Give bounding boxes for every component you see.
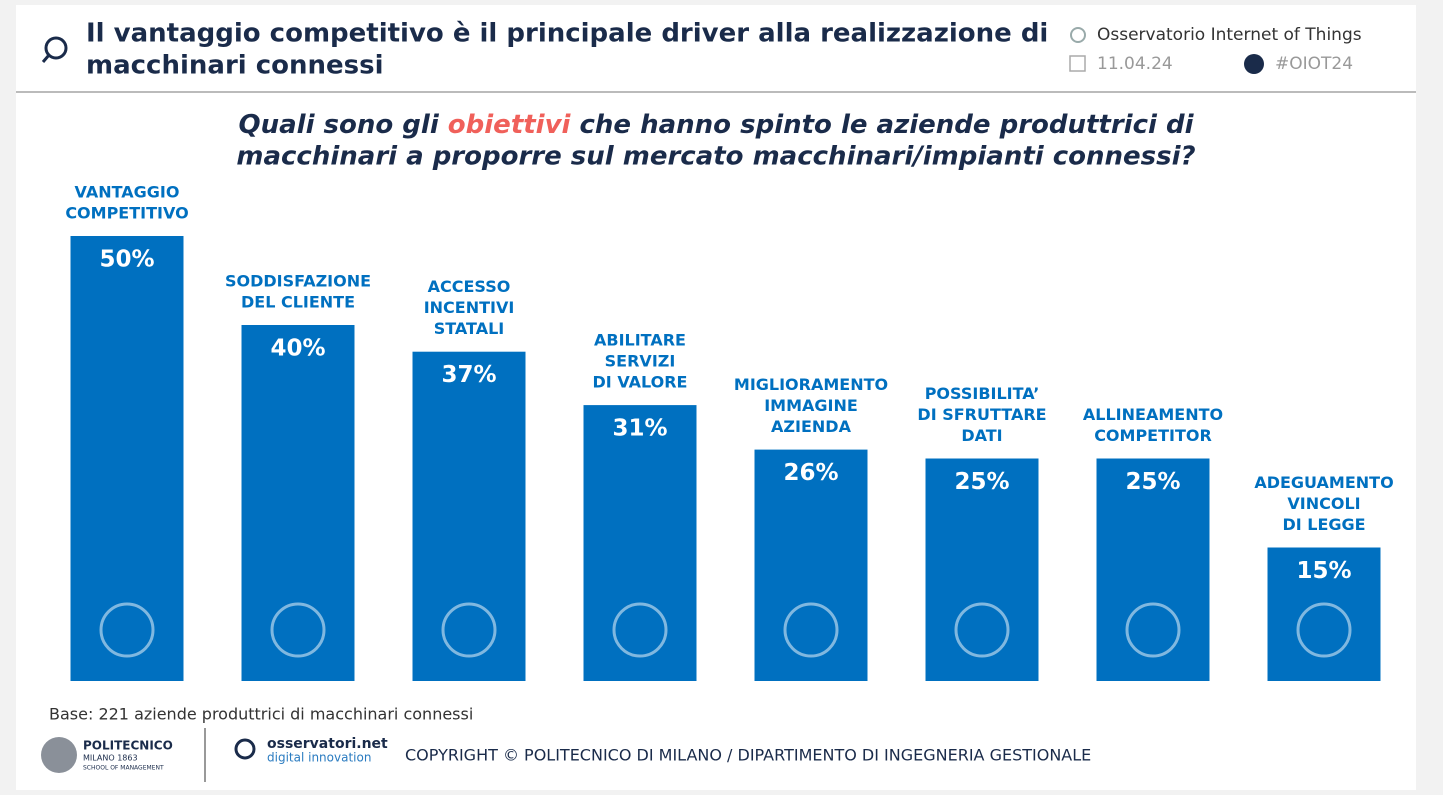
value-label: 31% [612, 416, 667, 442]
base-note: Base: 221 aziende produttrici di macchin… [49, 705, 473, 724]
bar [754, 449, 868, 681]
logo-text: osservatori.net [267, 736, 388, 752]
bar-icon [1125, 602, 1181, 658]
category-label: ADEGUAMENTO [1254, 473, 1393, 492]
date: 11.04.24 [1097, 54, 1173, 74]
bar [412, 351, 526, 681]
bar-icon [1296, 602, 1352, 658]
category-label: COMPETITIVO [65, 204, 188, 223]
category-label: SERVIZI [605, 352, 676, 371]
logo-icon [41, 54, 51, 63]
logo-text: MILANO 1863 [83, 754, 138, 763]
bar-icon [612, 602, 668, 658]
bar [1267, 547, 1381, 681]
bar [241, 325, 355, 681]
value-label: 50% [99, 247, 154, 273]
osservatori-logo [234, 738, 256, 760]
category-label: AZIENDA [771, 417, 852, 436]
question-part: Quali sono gli [239, 110, 448, 140]
copyright: COPYRIGHT © POLITECNICO DI MILANO / DIPA… [405, 746, 1091, 765]
category-label: INCENTIVI [424, 298, 515, 317]
bar [1096, 458, 1210, 681]
category-label: VINCOLI [1287, 494, 1360, 513]
category-label: ABILITARE [594, 331, 686, 350]
bar-icon [99, 602, 155, 658]
question-highlight: obiettivi [448, 110, 572, 140]
category-label: POSSIBILITA’ [925, 384, 1040, 403]
brand: Osservatorio Internet of Things [1097, 25, 1362, 45]
bar [925, 458, 1039, 681]
logo-text: POLITECNICO [83, 739, 173, 753]
value-label: 40% [270, 336, 325, 362]
title: macchinari connessi [86, 51, 384, 81]
category-label: ALLINEAMENTO [1083, 405, 1223, 424]
calendar-icon [1069, 55, 1086, 72]
title: Il vantaggio competitivo è il principale… [86, 19, 1048, 49]
category-label: ACCESSO [428, 277, 511, 296]
category-label: SODDISFAZIONE [225, 272, 371, 291]
logo-text: SCHOOL OF MANAGEMENT [83, 765, 164, 772]
value-label: 25% [1125, 469, 1180, 495]
hashtag: #OIOT24 [1275, 54, 1353, 74]
bars: 50% VANTAGGIO COMPETITIVO 40% SODDISFAZIONE D… [65, 183, 1394, 681]
brand-icon [1070, 27, 1086, 43]
question: Quali sono gli obiettivi che hanno spint… [239, 110, 1195, 140]
question-part: che hanno spinto le aziende produttrici … [570, 110, 1194, 140]
question: macchinari a proporre sul mercato macchi… [236, 142, 1195, 172]
value-label: 25% [954, 469, 1009, 495]
category-label: DEL CLIENTE [241, 293, 355, 312]
category-label: MIGLIORAMENTO [734, 375, 888, 394]
x-icon [1244, 54, 1264, 74]
value-label: 26% [783, 460, 838, 486]
category-label: STATALI [434, 319, 505, 338]
category-label: COMPETITOR [1094, 426, 1212, 445]
category-label: VANTAGGIO [75, 183, 180, 202]
polimi-logo [41, 737, 77, 773]
bar [583, 405, 697, 681]
category-label: DI VALORE [593, 373, 688, 392]
bar-icon [270, 602, 326, 658]
bar-icon [783, 602, 839, 658]
logo-icon [44, 36, 68, 60]
bar-icon [441, 602, 497, 658]
value-label: 37% [441, 362, 496, 388]
category-label: DI LEGGE [1282, 515, 1365, 534]
category-label: DATI [961, 426, 1002, 445]
category-label: IMMAGINE [764, 396, 858, 415]
logo-text: digital innovation [267, 751, 371, 765]
bar-icon [954, 602, 1010, 658]
value-label: 15% [1296, 558, 1351, 584]
category-label: DI SFRUTTARE [917, 405, 1046, 424]
bar [70, 236, 184, 681]
